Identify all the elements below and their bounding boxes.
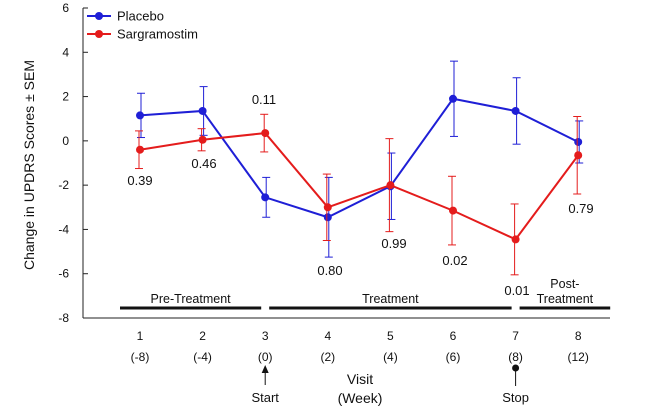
- placebo-line: [139, 97, 579, 219]
- sargramostim-point: [261, 129, 270, 138]
- placebo-point: [511, 106, 520, 115]
- x-week-label: (8): [508, 350, 523, 364]
- legend-label: Sargramostim: [117, 27, 198, 42]
- x-tick-label: 4: [324, 329, 331, 343]
- placebo-point: [261, 193, 270, 202]
- x-tick-label: 6: [450, 329, 457, 343]
- placebo-point: [198, 106, 207, 115]
- x-axis-subtitle: (Week): [338, 390, 383, 406]
- stop-marker-label: Stop: [502, 390, 529, 405]
- placebo-point: [574, 137, 583, 146]
- x-tick-label: 3: [262, 329, 269, 343]
- placebo-point: [323, 213, 332, 222]
- p-value-label: 0.02: [442, 253, 467, 268]
- sargramostim-point: [511, 235, 520, 244]
- legend-swatch-dot: [95, 12, 103, 20]
- y-tick-label: 6: [62, 1, 69, 15]
- placebo-point: [136, 111, 144, 120]
- x-week-label: (0): [258, 350, 273, 364]
- phase-label: Post-: [550, 277, 579, 291]
- x-week-label: (-4): [193, 350, 212, 364]
- x-week-label: (12): [568, 350, 589, 364]
- phase-label: Pre-Treatment: [151, 292, 232, 306]
- y-tick-label: 2: [62, 90, 69, 104]
- p-value-label: 0.11: [252, 92, 276, 107]
- y-tick-label: 0: [62, 134, 69, 148]
- sargramostim-point: [198, 135, 207, 144]
- y-axis-title: Change in UPDRS Scores ± SEM: [21, 60, 37, 270]
- phase-label: Treatment: [537, 292, 594, 306]
- x-week-label: (6): [446, 350, 461, 364]
- y-tick-label: -2: [58, 178, 69, 192]
- p-value-label: 0.01: [504, 283, 529, 298]
- sargramostim-point: [574, 151, 583, 160]
- p-value-label: 0.79: [568, 201, 593, 216]
- sargramostim-point: [323, 203, 332, 212]
- p-value-label: 0.99: [381, 236, 406, 251]
- y-tick-label: -6: [58, 267, 69, 281]
- y-tick-label: -8: [58, 311, 69, 325]
- legend-label: Placebo: [117, 9, 164, 24]
- sargramostim-point: [386, 181, 395, 190]
- p-value-label: 0.39: [127, 173, 152, 188]
- placebo-point: [449, 94, 457, 103]
- sargramostim-line: [139, 132, 580, 241]
- p-value-label: 0.46: [191, 156, 216, 171]
- x-tick-label: 1: [137, 329, 144, 343]
- x-week-label: (2): [320, 350, 335, 364]
- x-tick-label: 5: [387, 329, 394, 343]
- x-tick-label: 7: [512, 329, 519, 343]
- legend-swatch-dot: [95, 30, 103, 38]
- x-week-label: (-8): [131, 350, 150, 364]
- y-tick-label: -4: [58, 222, 69, 236]
- x-axis-title: Visit: [347, 371, 373, 387]
- start-arrow-icon: [261, 365, 269, 373]
- sargramostim-point: [136, 145, 144, 154]
- x-week-label: (4): [383, 350, 398, 364]
- phase-label: Treatment: [362, 292, 419, 306]
- y-tick-label: 4: [62, 45, 69, 59]
- x-tick-label: 2: [199, 329, 206, 343]
- p-value-label: 0.80: [317, 263, 342, 278]
- x-tick-label: 8: [575, 329, 582, 343]
- sargramostim-point: [449, 206, 457, 215]
- start-marker-label: Start: [251, 390, 279, 405]
